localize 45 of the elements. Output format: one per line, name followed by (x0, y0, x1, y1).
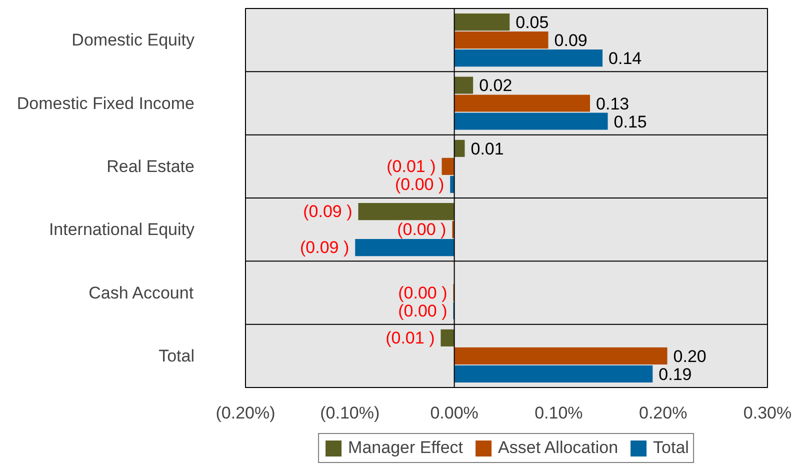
bar (355, 239, 454, 256)
x-tick-label: 0.10% (534, 404, 583, 422)
data-label: (0.01 ) (386, 156, 436, 176)
data-label: (0.00 ) (394, 174, 444, 194)
x-tick-label: 0.20% (639, 404, 688, 422)
y-tick-label: Real Estate (106, 156, 195, 176)
bar (454, 140, 465, 157)
data-label: (0.09 ) (300, 238, 350, 258)
data-label: (0.00 ) (398, 283, 448, 302)
bar (454, 347, 668, 364)
bar (454, 14, 510, 31)
data-label: 0.13 (596, 94, 630, 114)
data-label: (0.00 ) (398, 301, 448, 320)
legend-label: Asset Allocation (498, 438, 618, 458)
data-label: 0.02 (479, 76, 512, 96)
legend-label: Manager Effect (348, 438, 464, 458)
data-label: 0.09 (554, 31, 588, 50)
x-tick-label: (0.10%) (320, 404, 380, 422)
y-tick-label: Domestic Equity (72, 30, 195, 50)
bar (454, 365, 653, 382)
data-label: (0.00 ) (397, 220, 446, 240)
y-tick-label: Domestic Fixed Income (16, 94, 195, 113)
x-tick-label: 0.00% (430, 404, 478, 422)
data-label: 0.14 (608, 49, 642, 68)
bar (440, 329, 454, 346)
bar (442, 158, 454, 175)
data-label: 0.15 (614, 112, 647, 132)
data-label: 0.01 (470, 139, 504, 158)
data-label: 0.19 (658, 364, 692, 384)
bar (454, 94, 590, 112)
data-label: (0.09 ) (303, 202, 352, 222)
x-tick-label: (0.20%) (216, 404, 276, 422)
y-tick-label: Total (158, 346, 195, 366)
y-tick-label: International Equity (48, 220, 195, 240)
data-label: (0.01 ) (386, 328, 435, 348)
bar (358, 203, 454, 220)
y-tick-label: Cash Account (88, 283, 194, 302)
x-tick-label: 0.30% (743, 404, 792, 422)
data-label: 0.20 (673, 346, 706, 366)
bar (454, 112, 608, 130)
bar (454, 76, 474, 94)
bar (454, 32, 548, 49)
bar (454, 50, 603, 67)
legend-label: Total (653, 438, 689, 458)
data-label: 0.05 (516, 13, 549, 32)
